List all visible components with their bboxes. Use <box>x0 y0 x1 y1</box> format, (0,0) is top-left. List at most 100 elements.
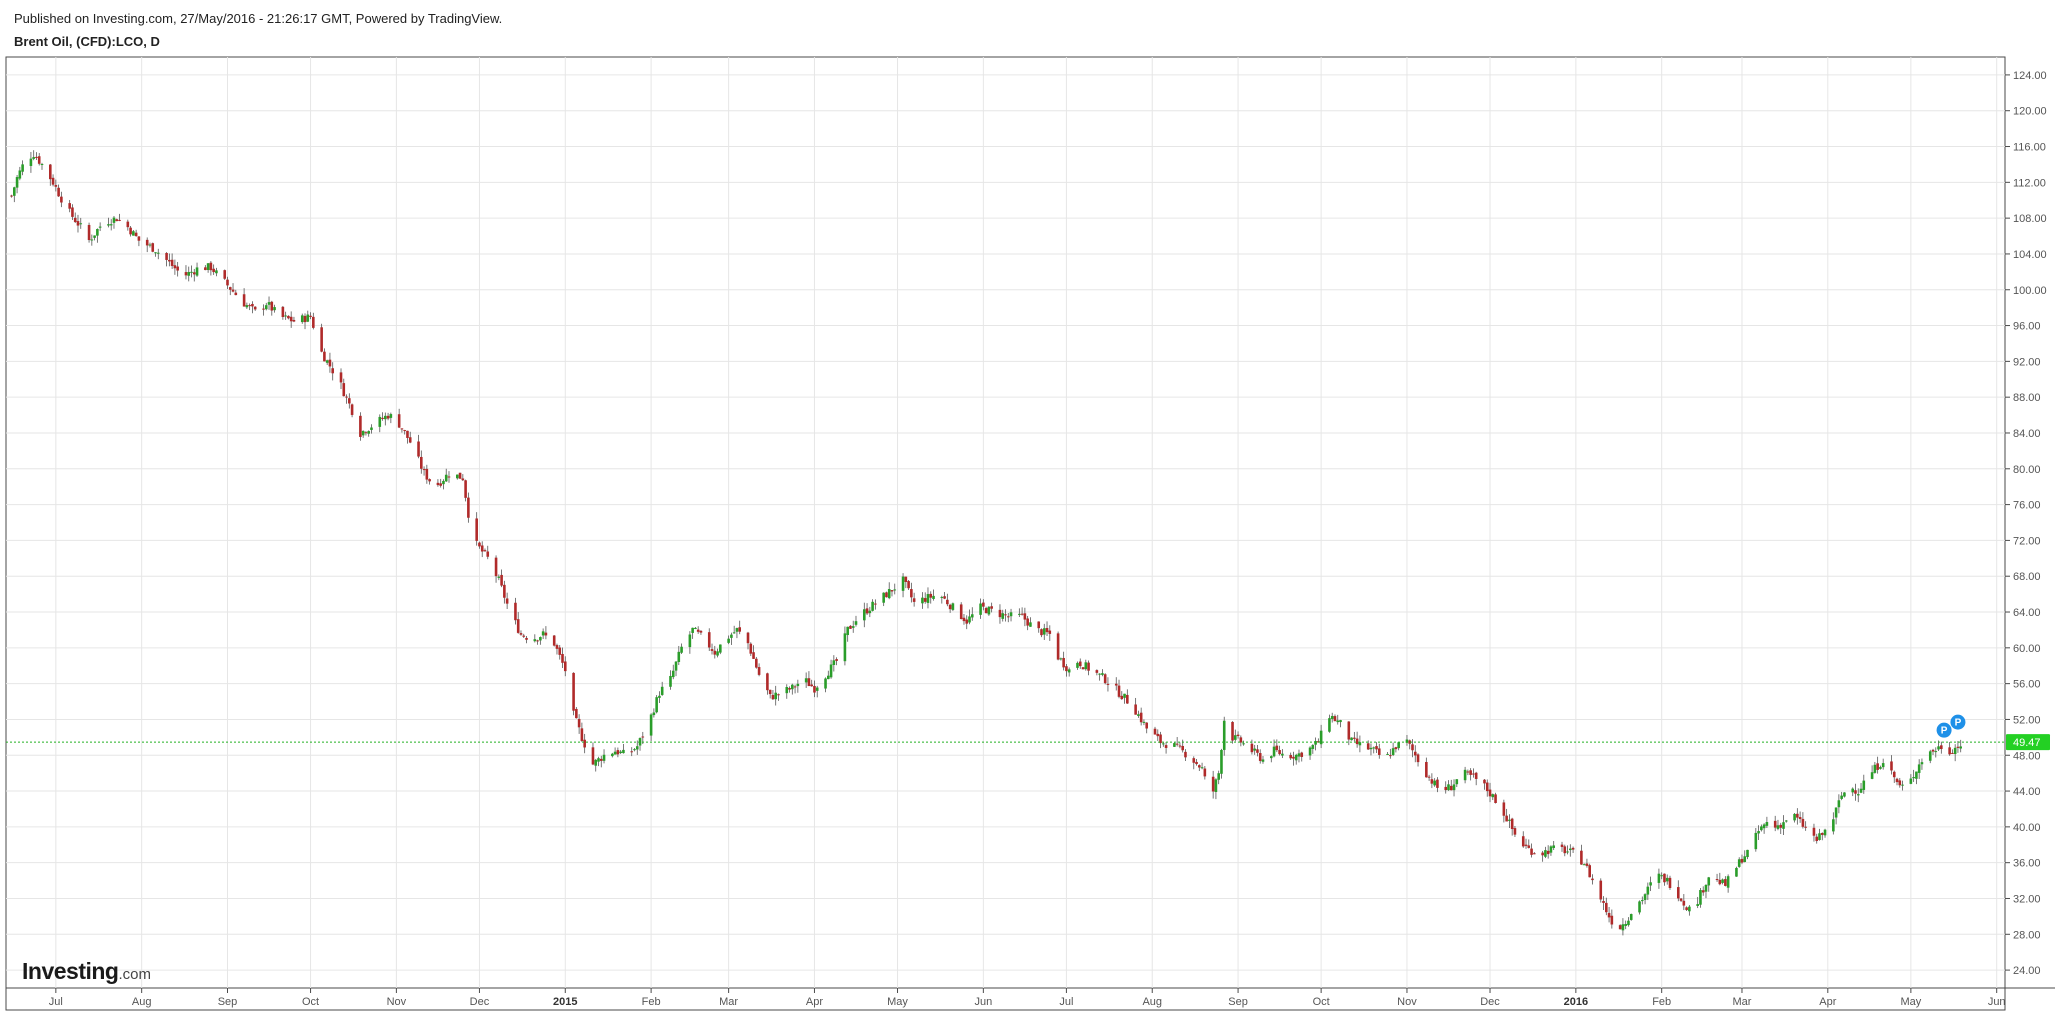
candle <box>1701 886 1705 896</box>
candle <box>505 592 509 610</box>
candle <box>1898 777 1902 788</box>
candle <box>1699 888 1702 908</box>
candle <box>1569 844 1572 857</box>
y-tick-label: 92.00 <box>2013 356 2041 368</box>
candle <box>417 434 420 459</box>
candle <box>1629 913 1633 921</box>
candle <box>669 670 672 690</box>
candle <box>613 747 617 755</box>
candle <box>533 634 537 643</box>
candle <box>1773 815 1777 832</box>
candle <box>1436 777 1439 793</box>
x-tick-label: Sep <box>218 996 238 1008</box>
candle <box>951 602 955 612</box>
candle <box>912 592 916 607</box>
candle <box>367 430 370 437</box>
candle <box>1211 770 1215 799</box>
candle <box>345 394 348 404</box>
marker-badge[interactable] <box>1950 714 1966 730</box>
candle <box>1397 741 1400 751</box>
y-tick-label: 124.00 <box>2013 70 2047 82</box>
candle <box>1621 918 1625 936</box>
candle <box>1142 719 1146 726</box>
candle <box>1782 815 1785 835</box>
candle <box>1915 771 1918 785</box>
candle <box>638 737 642 751</box>
y-tick-label: 88.00 <box>2013 392 2041 404</box>
candle <box>1389 748 1392 759</box>
candle <box>1447 780 1450 791</box>
candle <box>184 265 188 280</box>
candle <box>1859 782 1863 794</box>
candle <box>1214 778 1218 800</box>
last-price-tag-label: 49.47 <box>2013 737 2041 749</box>
candle <box>339 368 343 389</box>
candle <box>660 681 664 696</box>
candle <box>713 645 717 659</box>
candle <box>420 450 423 474</box>
candle <box>204 265 207 271</box>
candle <box>1491 793 1495 801</box>
candle <box>226 276 229 290</box>
candle <box>1737 857 1741 868</box>
candle <box>1292 751 1295 766</box>
candle <box>871 599 874 612</box>
x-tick-label: Feb <box>642 996 661 1008</box>
candle <box>1760 824 1763 832</box>
candle <box>118 213 121 222</box>
x-tick-label: Nov <box>1397 996 1417 1008</box>
candle <box>1566 845 1569 855</box>
candle <box>1294 753 1298 765</box>
event-markers[interactable]: PP <box>1936 714 1966 738</box>
candle <box>982 599 985 611</box>
candle <box>21 160 24 176</box>
candle <box>1956 741 1960 753</box>
candle <box>1832 812 1835 835</box>
candle <box>1488 782 1492 803</box>
candle <box>558 644 562 660</box>
x-tick-label: May <box>887 996 908 1008</box>
candle <box>882 592 885 607</box>
candle <box>223 269 227 280</box>
candle <box>1663 873 1666 886</box>
marker-badge[interactable] <box>1936 722 1952 738</box>
candle <box>1173 742 1176 748</box>
y-tick-label: 48.00 <box>2013 750 2041 762</box>
candle <box>1444 781 1448 794</box>
candle <box>1253 744 1256 755</box>
candle <box>1721 878 1724 885</box>
candle <box>843 626 847 666</box>
y-tick-label: 76.00 <box>2013 500 2041 512</box>
candle <box>425 464 429 484</box>
y-tick-label: 112.00 <box>2013 177 2046 189</box>
candle <box>923 592 927 604</box>
candle <box>1242 740 1245 746</box>
candle <box>1275 739 1279 753</box>
candle <box>151 242 155 253</box>
candle <box>361 430 365 438</box>
candle <box>478 541 481 549</box>
candle <box>79 217 83 229</box>
candle <box>270 300 274 316</box>
y-tick-label: 28.00 <box>2013 929 2041 941</box>
y-tick-label: 52.00 <box>2013 714 2041 726</box>
candle <box>979 598 982 619</box>
event-marker[interactable]: P <box>1936 722 1952 738</box>
candle <box>707 628 711 651</box>
candle <box>1269 755 1273 763</box>
candle <box>1715 873 1719 882</box>
candle <box>1735 866 1738 877</box>
candle <box>1530 843 1533 858</box>
candle <box>458 472 462 479</box>
marker-label: P <box>1955 718 1962 729</box>
candle <box>552 635 556 647</box>
candle <box>793 684 797 694</box>
candle <box>990 602 993 613</box>
candle <box>1812 823 1816 842</box>
candle <box>1796 808 1799 825</box>
candle <box>544 626 548 640</box>
candle <box>1602 896 1605 911</box>
event-marker[interactable]: P <box>1950 714 1966 730</box>
candle <box>1126 689 1129 704</box>
